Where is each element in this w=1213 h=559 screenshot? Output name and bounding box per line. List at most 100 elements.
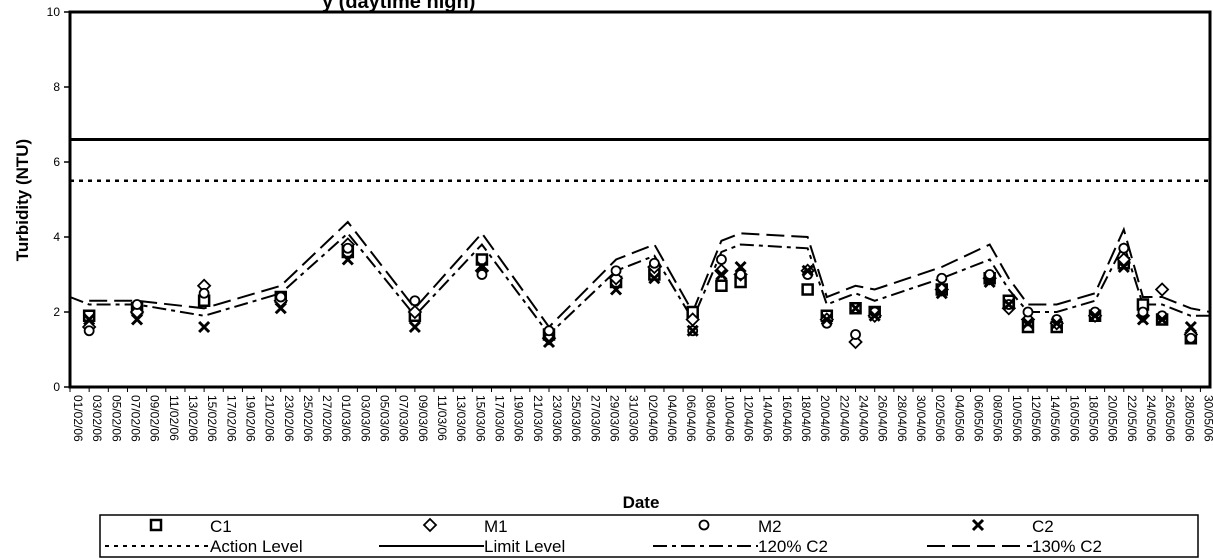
x-tick-label: 17/03/06 xyxy=(493,395,507,442)
y-tick-label: 4 xyxy=(53,230,60,244)
y-axis-title: Turbidity (NTU) xyxy=(13,139,32,261)
legend-label: C1 xyxy=(210,517,232,536)
x-tick-label: 31/03/06 xyxy=(627,395,641,442)
x-tick-label: 15/03/06 xyxy=(473,395,487,442)
y-axis: 0 2 4 6 8 10 xyxy=(47,5,70,394)
x-tick-label: 13/03/06 xyxy=(454,395,468,442)
x-tick-label: 06/04/06 xyxy=(684,395,698,442)
x-tick-label: 11/02/06 xyxy=(167,395,181,441)
point-m2 xyxy=(851,330,860,339)
legend: C1 M1 M2 C2 Action Level Limit Level 120% C2 13… xyxy=(105,517,1102,556)
x-tick-label: 06/05/06 xyxy=(972,395,986,442)
series-line-120-c2 xyxy=(70,233,1210,334)
x-tick-label: 22/05/06 xyxy=(1125,395,1139,442)
x-tick-label: 23/03/06 xyxy=(550,395,564,442)
legend-label: M1 xyxy=(484,517,508,536)
x-tick-label: 30/04/06 xyxy=(914,395,928,442)
x-tick-label: 24/04/06 xyxy=(857,395,871,442)
data-markers xyxy=(83,239,1197,349)
point-m2 xyxy=(133,300,142,309)
x-tick-label: 04/05/06 xyxy=(952,395,966,442)
x-tick-label: 20/04/06 xyxy=(818,395,832,442)
y-tick-label: 0 xyxy=(53,380,60,394)
x-tick-label: 21/03/06 xyxy=(531,395,545,442)
x-tick-label: 15/02/06 xyxy=(205,395,219,442)
x-tick-label: 16/05/06 xyxy=(1067,395,1081,442)
x-tick-label: 26/04/06 xyxy=(876,395,890,442)
legend-label: Limit Level xyxy=(484,537,565,556)
point-m2 xyxy=(612,266,621,275)
legend-label: Action Level xyxy=(210,537,303,556)
x-tick-label: 27/03/06 xyxy=(588,395,602,442)
legend-symbol-c1 xyxy=(151,520,161,530)
legend-symbol-m2 xyxy=(700,521,709,530)
x-tick-label: 10/05/06 xyxy=(1010,395,1024,442)
x-tick-label: 19/02/06 xyxy=(243,395,257,442)
point-m2 xyxy=(544,326,553,335)
x-tick-label: 04/04/06 xyxy=(665,395,679,442)
x-tick-label: 24/05/06 xyxy=(1144,395,1158,442)
y-tick-label: 10 xyxy=(47,5,61,19)
x-tick-label: 14/04/06 xyxy=(761,395,775,442)
x-tick-label: 02/05/06 xyxy=(933,395,947,442)
x-tick-label: 02/04/06 xyxy=(646,395,660,442)
x-tick-label: 05/03/06 xyxy=(378,395,392,442)
y-tick-label: 6 xyxy=(53,155,60,169)
x-tick-label: 28/05/06 xyxy=(1182,395,1196,442)
x-tick-label: 25/02/06 xyxy=(301,395,315,442)
point-m2 xyxy=(650,259,659,268)
x-tick-label: 09/02/06 xyxy=(148,395,162,442)
x-tick-label: 01/03/06 xyxy=(339,395,353,442)
x-tick-label: 07/03/06 xyxy=(397,395,411,442)
point-c1 xyxy=(716,281,726,291)
x-tick-label: 11/03/06 xyxy=(435,395,449,441)
point-m2 xyxy=(1023,308,1032,317)
legend-label: M2 xyxy=(758,517,782,536)
x-tick-label: 10/04/06 xyxy=(722,395,736,442)
point-c2 xyxy=(199,322,209,332)
x-tick-label: 03/03/06 xyxy=(358,395,372,442)
legend-label: 130% C2 xyxy=(1032,537,1102,556)
legend-symbol-c2 xyxy=(973,520,983,530)
point-m2 xyxy=(85,326,94,335)
x-tick-label: 07/02/06 xyxy=(128,395,142,442)
x-tick-label: 01/02/06 xyxy=(71,395,85,442)
series-lines xyxy=(70,222,1210,335)
x-tick-label: 13/02/06 xyxy=(186,395,200,442)
point-m2 xyxy=(410,296,419,305)
x-tick-label: 26/05/06 xyxy=(1163,395,1177,442)
point-m2 xyxy=(937,274,946,283)
y-tick-label: 8 xyxy=(53,80,60,94)
point-m2 xyxy=(1186,334,1195,343)
legend-label: C2 xyxy=(1032,517,1054,536)
x-tick-label: 27/02/06 xyxy=(320,395,334,442)
x-tick-label: 14/05/06 xyxy=(1048,395,1062,442)
point-c2 xyxy=(410,322,420,332)
point-m2 xyxy=(1119,244,1128,253)
legend-label: 120% C2 xyxy=(758,537,828,556)
plot-frame xyxy=(70,12,1210,387)
point-m1 xyxy=(1156,284,1168,296)
x-tick-label: 19/03/06 xyxy=(512,395,526,442)
x-tick-label: 12/05/06 xyxy=(1029,395,1043,442)
point-m2 xyxy=(343,244,352,253)
point-c1 xyxy=(803,285,813,295)
x-tick-label: 05/02/06 xyxy=(109,395,123,442)
legend-symbol-m1 xyxy=(424,519,436,531)
x-axis: 01/02/06 03/02/06 05/02/06 07/02/06 09/02/06… xyxy=(70,387,1213,442)
y-tick-label: 2 xyxy=(53,305,60,319)
x-tick-label: 08/05/06 xyxy=(991,395,1005,442)
point-m2 xyxy=(200,289,209,298)
x-tick-label: 12/04/06 xyxy=(742,395,756,442)
x-tick-label: 29/03/06 xyxy=(607,395,621,442)
x-tick-label: 17/02/06 xyxy=(224,395,238,442)
x-tick-label: 03/02/06 xyxy=(90,395,104,442)
point-m2 xyxy=(717,255,726,264)
reference-lines xyxy=(70,140,1210,181)
x-tick-label: 09/03/06 xyxy=(416,395,430,442)
point-m2 xyxy=(276,293,285,302)
x-tick-label: 30/05/06 xyxy=(1201,395,1213,442)
x-tick-label: 28/04/06 xyxy=(895,395,909,442)
x-tick-label: 18/04/06 xyxy=(799,395,813,442)
